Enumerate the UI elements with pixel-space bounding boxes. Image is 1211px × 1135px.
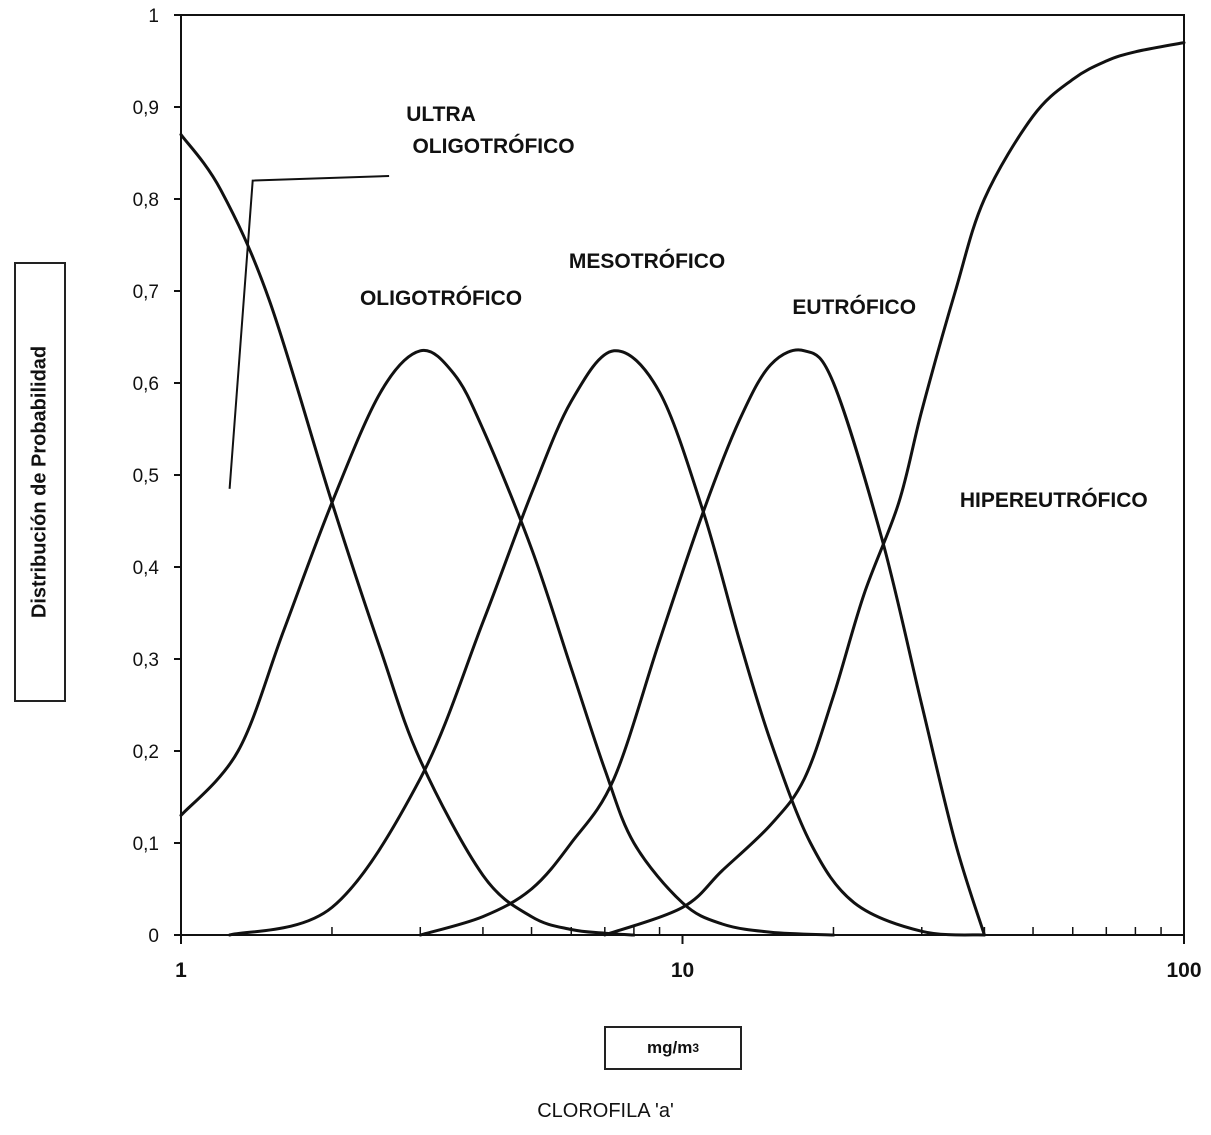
x-tick-label: 10	[671, 959, 694, 982]
curve-label: OLIGOTRÓFICO	[360, 286, 522, 310]
y-axis-label-box: Distribución de Probabilidad	[14, 262, 66, 702]
plot-frame	[180, 14, 1185, 936]
x-unit-base: mg/m	[646, 1038, 693, 1057]
curve-label: EUTRÓFICO	[792, 295, 916, 319]
y-tick-label: 0,2	[133, 742, 159, 763]
x-tick-label: 100	[1166, 959, 1201, 982]
series-line	[418, 348, 986, 937]
y-tick-label: 0	[148, 926, 159, 947]
curves	[179, 41, 1186, 937]
y-tick-label: 0,6	[133, 374, 159, 395]
curve-labels: ULTRA OLIGOTRÓFICO OLIGOTRÓFICO MESOTRÓFICO…	[360, 103, 1148, 512]
y-tick-label: 1	[148, 6, 159, 27]
y-tick-label: 0,4	[133, 558, 160, 579]
series-line	[179, 133, 636, 937]
x-axis-label: CLOROFILA 'a'	[537, 1100, 674, 1122]
curve-label: OLIGOTRÓFICO	[412, 134, 574, 158]
series-line	[179, 348, 835, 937]
x-unit-exponent: 3	[692, 1041, 700, 1055]
axis-ticks: 0 0,1 0,2 0,3 0,4 0,5 0,6 0,7 0,8 0,9 1 1 10 100	[133, 6, 1202, 982]
series-line	[228, 349, 986, 937]
curve-label: HIPEREUTRÓFICO	[960, 488, 1148, 512]
y-tick-label: 0,3	[133, 650, 159, 671]
annotation-leader-line	[228, 175, 390, 489]
series-line	[603, 41, 1186, 937]
x-unit-box: mg/m 3	[604, 1026, 742, 1070]
y-tick-label: 0,9	[133, 98, 159, 119]
y-tick-label: 0,5	[133, 466, 159, 487]
curve-label: ULTRA	[406, 103, 476, 126]
x-tick-label: 1	[175, 959, 187, 982]
y-tick-label: 0,1	[133, 834, 159, 855]
y-tick-label: 0,8	[133, 190, 159, 211]
y-axis-label: Distribución de Probabilidad	[28, 345, 51, 619]
curve-label: MESOTRÓFICO	[569, 249, 725, 273]
y-tick-label: 0,7	[133, 282, 159, 303]
